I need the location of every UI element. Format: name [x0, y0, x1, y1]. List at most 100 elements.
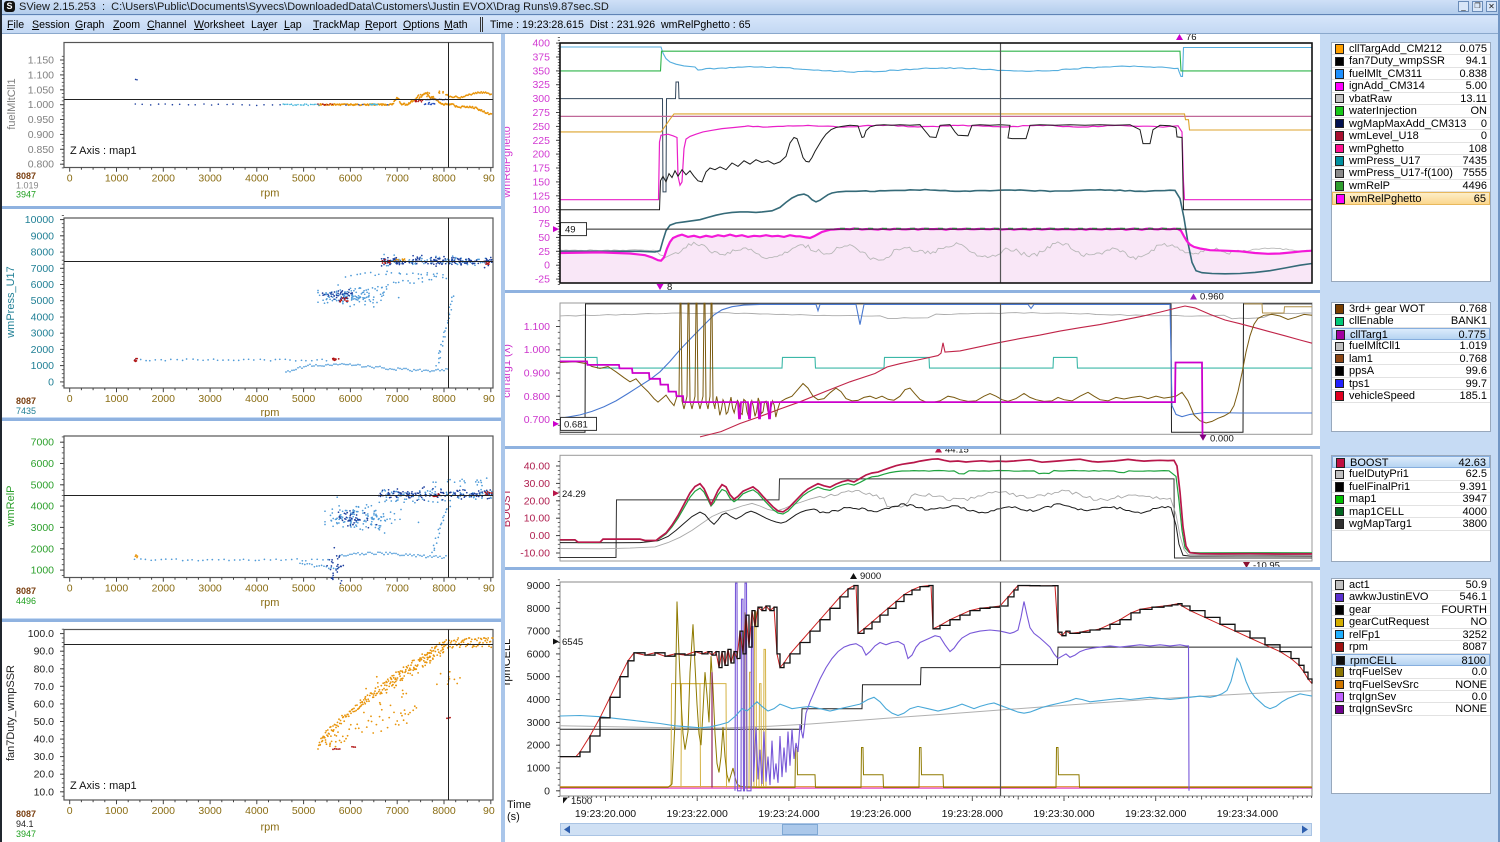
svg-text:10.0: 10.0: [34, 786, 55, 798]
svg-text:5000: 5000: [292, 173, 316, 185]
svg-text:2000: 2000: [152, 173, 176, 185]
svg-text:rpm: rpm: [261, 407, 280, 417]
svg-text:250: 250: [532, 121, 550, 133]
svg-text:1.150: 1.150: [28, 55, 54, 67]
svg-text:6000: 6000: [339, 583, 363, 595]
svg-text:0: 0: [67, 805, 73, 817]
svg-text:0.900: 0.900: [28, 129, 54, 141]
svg-text:80.0: 80.0: [34, 663, 55, 675]
svg-text:5000: 5000: [292, 805, 316, 817]
svg-text:rpm: rpm: [261, 188, 280, 200]
svg-text:Z Axis : map1: Z Axis : map1: [70, 145, 137, 157]
svg-text:30.00: 30.00: [524, 478, 550, 490]
svg-text:7000: 7000: [386, 393, 410, 405]
svg-text:1000: 1000: [31, 565, 55, 577]
svg-text:wmRelPghetto: wmRelPghetto: [505, 126, 513, 199]
svg-text:1000: 1000: [105, 173, 129, 185]
svg-text:90.0: 90.0: [34, 646, 55, 658]
svg-text:2000: 2000: [152, 583, 176, 595]
svg-text:10000: 10000: [25, 214, 54, 226]
svg-text:19:23:26.000: 19:23:26.000: [850, 808, 911, 820]
svg-text:0.960: 0.960: [1200, 293, 1224, 303]
svg-text:wmRelP: wmRelP: [5, 486, 17, 528]
svg-text:4000: 4000: [31, 312, 55, 324]
svg-text:150: 150: [532, 176, 550, 188]
svg-text:7000: 7000: [31, 263, 55, 275]
svg-text:0.800: 0.800: [524, 391, 550, 403]
svg-text:6000: 6000: [339, 805, 363, 817]
svg-text:75: 75: [538, 218, 550, 230]
svg-text:8087: 8087: [16, 586, 36, 596]
svg-text:-25: -25: [535, 274, 550, 286]
svg-text:30.0: 30.0: [34, 751, 55, 763]
svg-text:3947: 3947: [16, 190, 36, 200]
svg-text:19:23:24.000: 19:23:24.000: [758, 808, 819, 820]
svg-text:225: 225: [532, 135, 550, 147]
svg-text:6000: 6000: [339, 173, 363, 185]
svg-text:25: 25: [538, 246, 550, 258]
svg-text:44.15: 44.15: [945, 449, 969, 456]
svg-text:90: 90: [483, 173, 495, 185]
svg-text:3947: 3947: [16, 829, 36, 839]
svg-text:9000: 9000: [527, 580, 551, 592]
svg-text:5000: 5000: [31, 295, 55, 307]
svg-text:-10.00: -10.00: [520, 548, 550, 560]
svg-text:7000: 7000: [527, 626, 551, 638]
svg-text:40.0: 40.0: [34, 734, 55, 746]
svg-text:cllTarg1 (λ): cllTarg1 (λ): [505, 344, 513, 398]
svg-text:350: 350: [532, 65, 550, 77]
svg-text:2000: 2000: [31, 344, 55, 356]
svg-text:50: 50: [538, 232, 550, 244]
svg-text:275: 275: [532, 107, 550, 119]
svg-text:50.0: 50.0: [34, 716, 55, 728]
svg-text:8000: 8000: [432, 393, 456, 405]
svg-text:5000: 5000: [292, 583, 316, 595]
svg-text:0.800: 0.800: [28, 159, 54, 171]
svg-text:3000: 3000: [198, 393, 222, 405]
svg-text:8000: 8000: [432, 583, 456, 595]
svg-text:4496: 4496: [16, 596, 36, 606]
svg-text:8087: 8087: [16, 809, 36, 819]
svg-text:fuelMltCll1: fuelMltCll1: [6, 78, 18, 129]
svg-text:19:23:30.000: 19:23:30.000: [1033, 808, 1094, 820]
svg-text:60.0: 60.0: [34, 698, 55, 710]
svg-text:1000: 1000: [105, 583, 129, 595]
svg-text:300: 300: [532, 93, 550, 105]
svg-text:6000: 6000: [31, 279, 55, 291]
svg-text:1000: 1000: [527, 763, 551, 775]
svg-text:7435: 7435: [16, 406, 36, 416]
svg-text:4000: 4000: [245, 173, 269, 185]
svg-text:7000: 7000: [386, 805, 410, 817]
svg-text:24.29: 24.29: [562, 489, 586, 500]
svg-text:8000: 8000: [31, 247, 55, 259]
svg-text:1000: 1000: [105, 805, 129, 817]
svg-text:4000: 4000: [245, 583, 269, 595]
svg-text:100.0: 100.0: [28, 628, 54, 640]
svg-text:8: 8: [667, 282, 672, 290]
svg-text:8000: 8000: [527, 603, 551, 615]
svg-text:9000: 9000: [860, 571, 881, 582]
svg-text:19:23:28.000: 19:23:28.000: [942, 808, 1003, 820]
svg-text:BOOST: BOOST: [505, 488, 513, 527]
svg-text:7000: 7000: [386, 583, 410, 595]
svg-text:19:23:20.000: 19:23:20.000: [575, 808, 636, 820]
svg-text:rpm: rpm: [261, 597, 280, 609]
svg-text:4000: 4000: [245, 805, 269, 817]
svg-text:1000: 1000: [105, 393, 129, 405]
svg-text:3000: 3000: [198, 805, 222, 817]
svg-text:2000: 2000: [31, 543, 55, 555]
svg-text:90: 90: [483, 805, 495, 817]
svg-text:2000: 2000: [152, 805, 176, 817]
svg-text:5000: 5000: [527, 671, 551, 683]
svg-text:0: 0: [544, 260, 550, 272]
svg-text:19:23:34.000: 19:23:34.000: [1217, 808, 1278, 820]
svg-text:0: 0: [48, 376, 54, 388]
svg-text:90: 90: [483, 393, 495, 405]
svg-text:6000: 6000: [31, 458, 55, 470]
svg-text:175: 175: [532, 163, 550, 175]
svg-text:76: 76: [1186, 34, 1197, 43]
svg-text:0.700: 0.700: [524, 414, 550, 426]
svg-text:6000: 6000: [339, 393, 363, 405]
svg-text:Z Axis : map1: Z Axis : map1: [70, 780, 137, 792]
svg-text:0.681: 0.681: [564, 419, 588, 430]
